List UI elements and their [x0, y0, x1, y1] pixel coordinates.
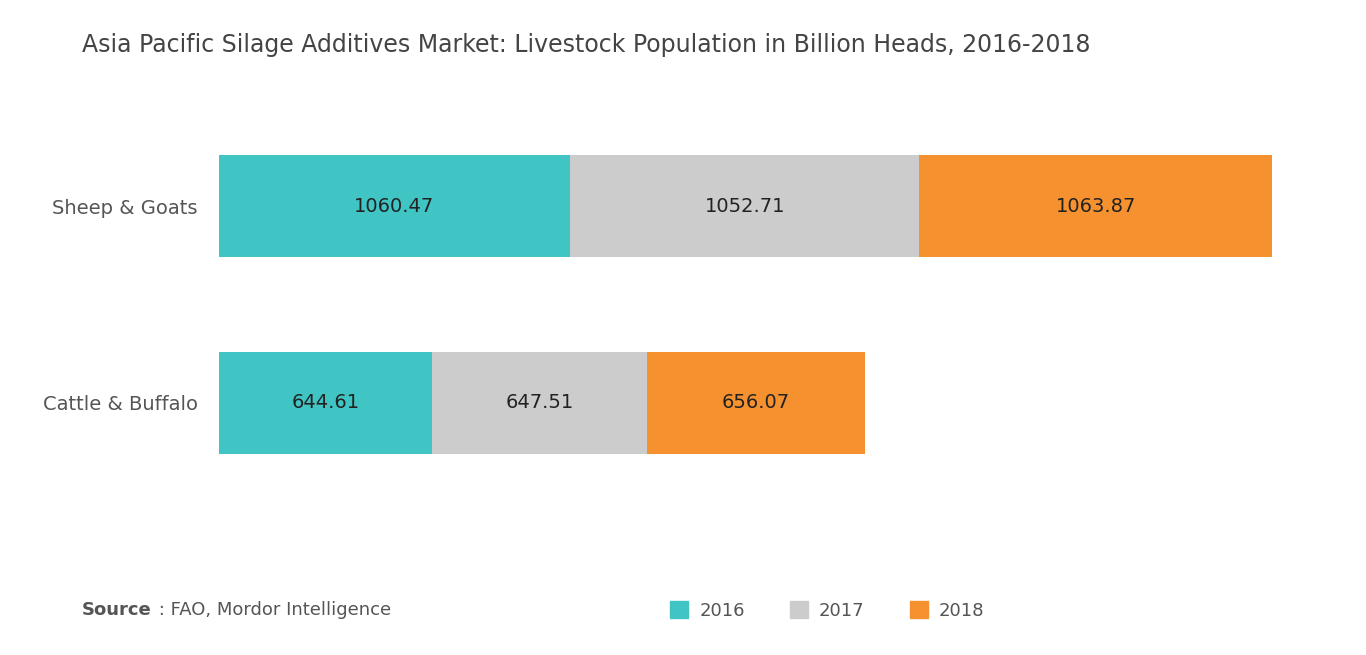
- Legend: 2016, 2017, 2018: 2016, 2017, 2018: [663, 594, 992, 627]
- Bar: [570, 155, 919, 257]
- Text: Source: Source: [82, 601, 152, 619]
- Bar: [219, 352, 433, 454]
- Text: 647.51: 647.51: [505, 393, 574, 413]
- Bar: [919, 155, 1272, 257]
- Text: Asia Pacific Silage Additives Market: Livestock Population in Billion Heads, 201: Asia Pacific Silage Additives Market: Li…: [82, 33, 1090, 57]
- Text: : FAO, Mordor Intelligence: : FAO, Mordor Intelligence: [153, 601, 391, 619]
- Text: 644.61: 644.61: [291, 393, 359, 413]
- Text: 1060.47: 1060.47: [354, 196, 434, 216]
- Bar: [433, 352, 647, 454]
- Bar: [219, 155, 570, 257]
- Text: 656.07: 656.07: [721, 393, 790, 413]
- Bar: [647, 352, 865, 454]
- Text: 1052.71: 1052.71: [705, 196, 785, 216]
- Text: 1063.87: 1063.87: [1056, 196, 1137, 216]
